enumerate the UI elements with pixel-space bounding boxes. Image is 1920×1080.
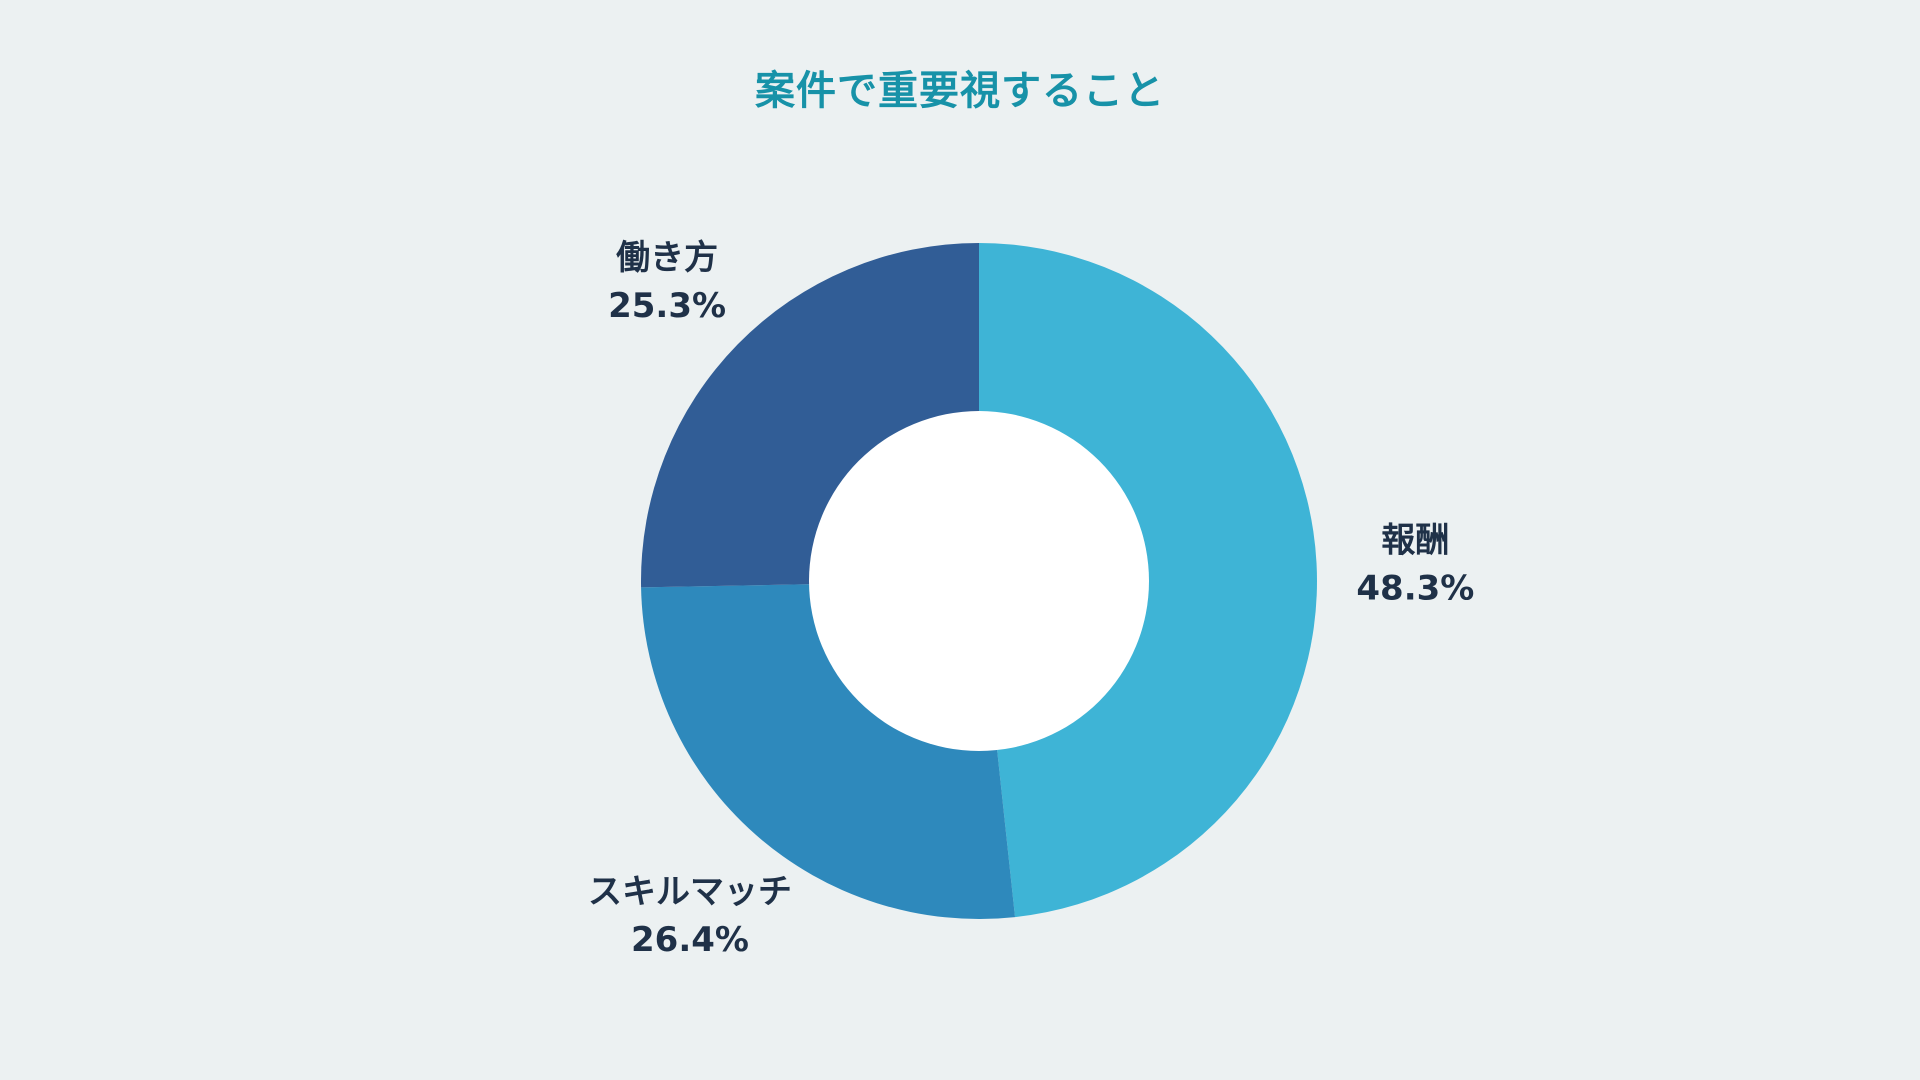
slice-label-name: 報酬 — [1381, 521, 1449, 561]
chart-title: 案件で重要視すること — [755, 68, 1165, 114]
slice-label-name: 働き方 — [616, 238, 718, 278]
slice-label-value: 25.3% — [608, 286, 726, 326]
slice-label-value: 48.3% — [1356, 569, 1474, 609]
slice-label-name: スキルマッチ — [588, 872, 792, 912]
donut-hole — [809, 411, 1149, 751]
slice-label-value: 26.4% — [631, 920, 749, 960]
slice-labels: 報酬 48.3% スキルマッチ 26.4% 働き方 25.3% — [588, 238, 1474, 960]
